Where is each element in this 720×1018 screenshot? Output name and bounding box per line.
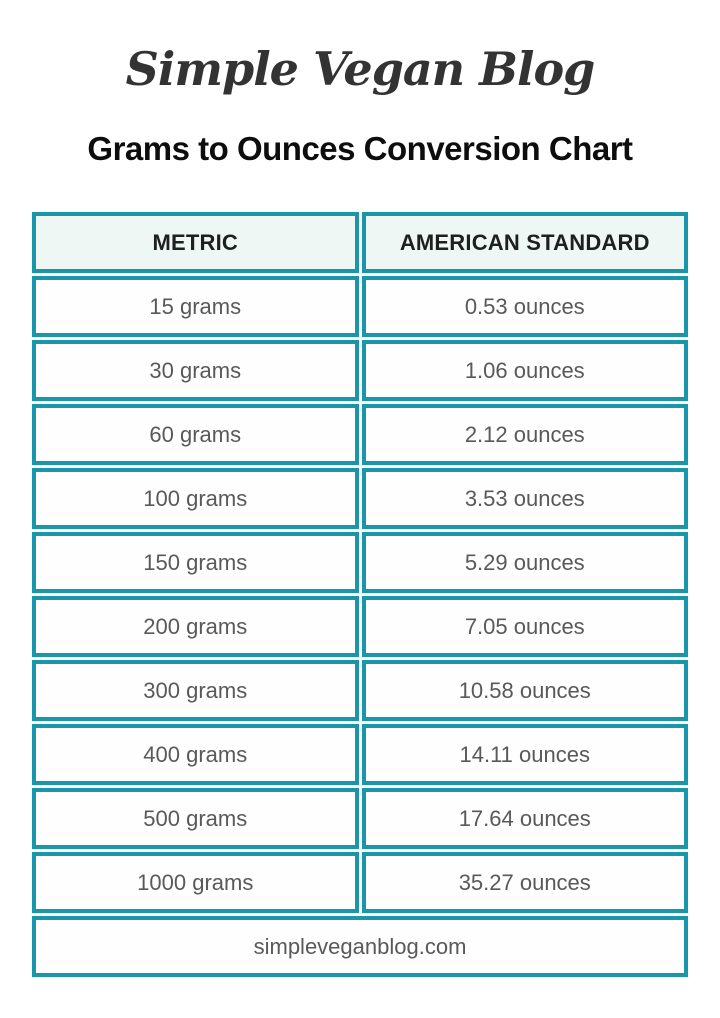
table-row: 300 grams 10.58 ounces [32,660,688,721]
metric-value: 30 grams [32,340,359,401]
standard-value: 7.05 ounces [361,596,688,657]
standard-value: 17.64 ounces [361,788,688,849]
table-row: 150 grams 5.29 ounces [32,532,688,593]
table-row: 1000 grams 35.27 ounces [32,852,688,913]
table-header-row: METRIC AMERICAN STANDARD [32,212,688,273]
standard-value: 5.29 ounces [361,532,688,593]
standard-value: 0.53 ounces [361,276,688,337]
standard-value: 35.27 ounces [361,852,688,913]
standard-value: 1.06 ounces [361,340,688,401]
table-row: 30 grams 1.06 ounces [32,340,688,401]
page-title: Grams to Ounces Conversion Chart [87,130,633,167]
table-row: 100 grams 3.53 ounces [32,468,688,529]
table-row: 500 grams 17.64 ounces [32,788,688,849]
source-url: simpleveganblog.com [32,916,688,977]
standard-value: 3.53 ounces [361,468,688,529]
table-footer-row: simpleveganblog.com [32,916,688,977]
standard-value: 14.11 ounces [361,724,688,785]
metric-value: 1000 grams [32,852,359,913]
column-header-metric: METRIC [32,212,359,273]
table-row: 400 grams 14.11 ounces [32,724,688,785]
metric-value: 60 grams [32,404,359,465]
column-header-american-standard: AMERICAN STANDARD [361,212,688,273]
metric-value: 100 grams [32,468,359,529]
metric-value: 200 grams [32,596,359,657]
metric-value: 150 grams [32,532,359,593]
standard-value: 2.12 ounces [361,404,688,465]
metric-value: 300 grams [32,660,359,721]
standard-value: 10.58 ounces [361,660,688,721]
table-row: 200 grams 7.05 ounces [32,596,688,657]
blog-logo: Simple Vegan Blog [125,42,596,96]
table-row: 60 grams 2.12 ounces [32,404,688,465]
table-row: 15 grams 0.53 ounces [32,276,688,337]
metric-value: 15 grams [32,276,359,337]
metric-value: 400 grams [32,724,359,785]
conversion-table: METRIC AMERICAN STANDARD 15 grams 0.53 o… [32,212,688,977]
metric-value: 500 grams [32,788,359,849]
